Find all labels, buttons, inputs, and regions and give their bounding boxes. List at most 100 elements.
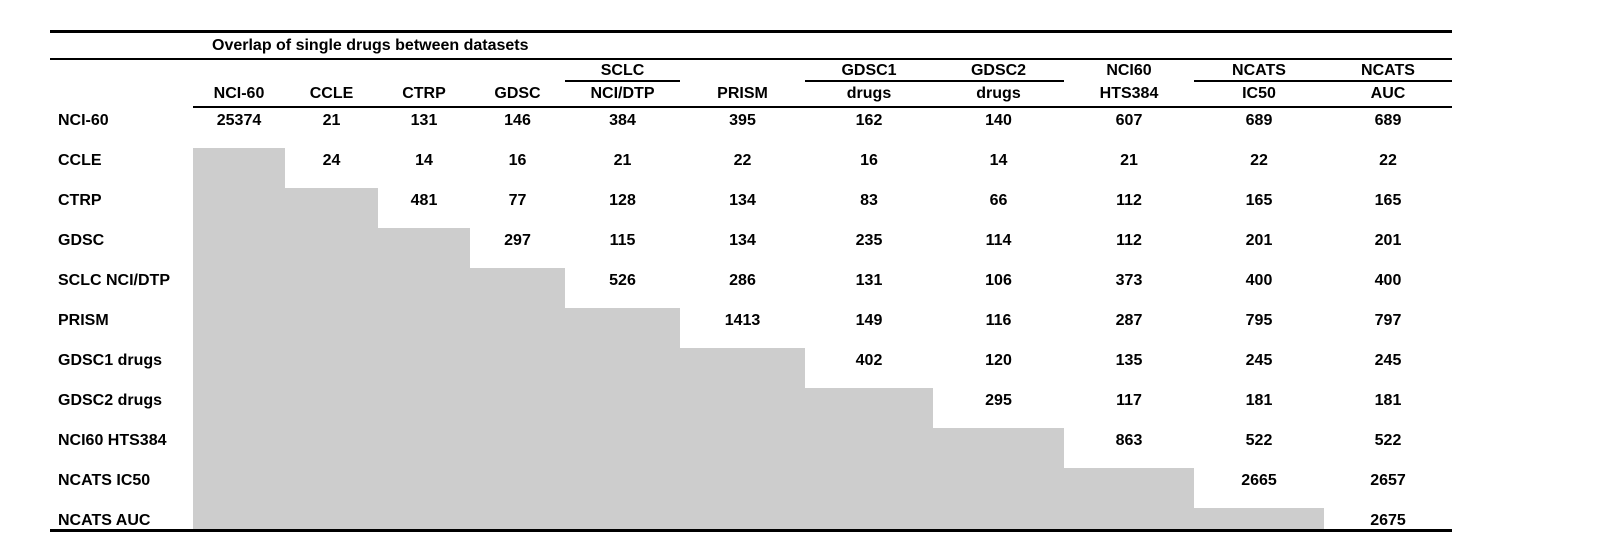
matrix-cell: 117 (1116, 392, 1142, 409)
shaded-cell (285, 228, 378, 268)
matrix-cell: 77 (508, 192, 527, 209)
shaded-cell (193, 268, 285, 308)
matrix-cell: 14 (989, 152, 1008, 169)
table-row: PRISM 1413 149 116 287 795 797 (50, 308, 1452, 348)
table-row: CTRP 481 77 128 134 83 66 112 165 165 (50, 188, 1452, 228)
shaded-cell (193, 468, 285, 508)
shaded-cell (285, 188, 378, 228)
shaded-cell (565, 388, 680, 428)
shaded-cell (470, 388, 565, 428)
column-header: PRISM (680, 82, 805, 108)
shaded-cell (378, 348, 470, 388)
matrix-cell: 165 (1374, 192, 1402, 209)
matrix-cell: 607 (1115, 112, 1143, 129)
column-header: CCLE (285, 82, 378, 108)
row-label: NCI-60 (58, 112, 109, 129)
group-header: GDSC1 (805, 60, 933, 82)
shaded-cell (565, 508, 680, 529)
matrix-cell: 2675 (1370, 512, 1406, 529)
matrix-cell: 162 (855, 112, 883, 129)
shaded-cell (565, 348, 680, 388)
shaded-cell (378, 388, 470, 428)
matrix-cell: 165 (1245, 192, 1273, 209)
shaded-cell (193, 148, 285, 188)
group-header-empty (285, 60, 378, 82)
row-label-spacer (50, 60, 193, 82)
row-label: NCATS IC50 (58, 472, 151, 489)
matrix-cell: 112 (1116, 192, 1142, 209)
shaded-cell (565, 308, 680, 348)
shaded-cell (193, 228, 285, 268)
matrix-cell: 522 (1374, 432, 1402, 449)
row-label: NCI60 HTS384 (58, 432, 167, 449)
matrix-cell: 2665 (1241, 472, 1277, 489)
shaded-cell (285, 468, 378, 508)
group-header: NCATS (1324, 60, 1452, 82)
matrix-cell: 384 (609, 112, 636, 129)
matrix-cell: 21 (1120, 152, 1138, 169)
shaded-cell (193, 508, 285, 529)
shaded-cell (805, 428, 933, 468)
matrix-cell: 287 (1115, 312, 1143, 329)
shaded-cell (680, 388, 805, 428)
row-label: CTRP (58, 192, 102, 209)
matrix-cell: 128 (609, 192, 636, 209)
shaded-cell (378, 228, 470, 268)
shaded-cell (470, 348, 565, 388)
shaded-cell (933, 428, 1064, 468)
column-header: NCI/DTP (565, 82, 680, 108)
matrix-cell: 402 (855, 352, 883, 369)
column-header: CTRP (378, 82, 470, 108)
matrix-cell: 526 (609, 272, 636, 289)
shaded-cell (285, 308, 378, 348)
shaded-cell (565, 428, 680, 468)
group-header: GDSC2 (933, 60, 1064, 82)
table-row: GDSC1 drugs 402 120 135 245 245 (50, 348, 1452, 388)
shaded-cell (285, 388, 378, 428)
column-header-row: NCI-60 CCLE CTRP GDSC NCI/DTP PRISM drugs drugs… (50, 82, 1452, 108)
shaded-cell (933, 508, 1064, 529)
shaded-cell (805, 468, 933, 508)
matrix-cell: 112 (1116, 232, 1142, 249)
column-header: HTS384 (1064, 82, 1194, 108)
group-header: NCI60 (1106, 62, 1152, 79)
matrix-cell: 22 (1250, 152, 1268, 169)
row-label: CCLE (58, 152, 102, 169)
matrix-cell: 795 (1245, 312, 1273, 329)
table-row: NCI-60 25374 21 131 146 384 395 162 140 607 689 689 (50, 108, 1452, 148)
overlap-table: Overlap of single drugs between datasets… (50, 30, 1452, 532)
column-header: drugs (933, 82, 1064, 108)
matrix-cell: 297 (504, 232, 531, 249)
column-header: IC50 (1194, 82, 1324, 108)
shaded-cell (680, 428, 805, 468)
matrix-cell: 106 (985, 272, 1012, 289)
matrix-cell: 181 (1374, 392, 1402, 409)
matrix-cell: 115 (609, 232, 636, 249)
matrix-cell: 114 (985, 232, 1012, 249)
shaded-cell (1064, 508, 1194, 529)
matrix-cell: 2657 (1370, 472, 1406, 489)
shaded-cell (565, 468, 680, 508)
column-header: NCI-60 (193, 82, 285, 108)
shaded-cell (470, 428, 565, 468)
table-row: NCI60 HTS384 863 522 522 (50, 428, 1452, 468)
matrix-cell: 181 (1245, 392, 1273, 409)
matrix-cell: 66 (989, 192, 1008, 209)
matrix-cell: 295 (985, 392, 1012, 409)
table-row: SCLC NCI/DTP 526 286 131 106 373 400 400 (50, 268, 1452, 308)
row-label: GDSC2 drugs (58, 392, 163, 409)
column-header: drugs (805, 82, 933, 108)
shaded-cell (1064, 468, 1194, 508)
shaded-cell (378, 268, 470, 308)
shaded-cell (193, 188, 285, 228)
matrix-cell: 22 (1379, 152, 1397, 169)
matrix-cell: 1413 (724, 312, 761, 329)
matrix-cell: 14 (415, 152, 433, 169)
table-row: NCATS IC50 2665 2657 (50, 468, 1452, 508)
matrix-cell: 522 (1245, 432, 1273, 449)
matrix-cell: 286 (729, 272, 756, 289)
shaded-cell (378, 428, 470, 468)
shaded-cell (680, 348, 805, 388)
matrix-cell: 863 (1115, 432, 1143, 449)
